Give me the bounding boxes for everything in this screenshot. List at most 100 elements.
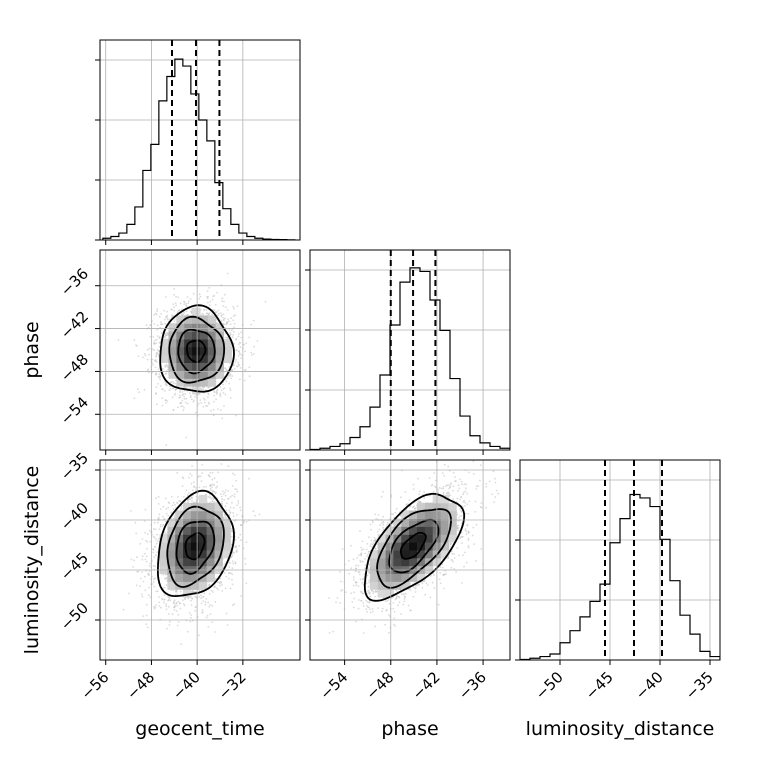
scatter-point xyxy=(157,382,159,385)
scatter-point xyxy=(153,556,156,558)
scatter-point xyxy=(156,308,159,310)
scatter-point xyxy=(229,495,232,498)
scatter-point xyxy=(158,375,161,378)
scatter-point xyxy=(158,596,160,598)
scatter-point xyxy=(195,489,197,492)
scatter-point xyxy=(233,495,236,498)
scatter-point xyxy=(163,390,166,392)
density-cell xyxy=(192,370,201,379)
scatter-point xyxy=(156,351,159,354)
scatter-point xyxy=(244,350,247,353)
scatter-point xyxy=(158,373,161,376)
scatter-point xyxy=(184,401,187,404)
scatter-point xyxy=(178,309,180,312)
scatter-point xyxy=(149,540,152,543)
scatter-point xyxy=(152,578,155,581)
scatter-point xyxy=(181,485,184,487)
scatter-point xyxy=(144,589,147,592)
scatter-point xyxy=(227,497,230,500)
scatter-point xyxy=(244,563,247,566)
scatter-point xyxy=(173,293,175,296)
scatter-point xyxy=(217,581,219,584)
scatter-point xyxy=(237,355,240,357)
scatter-point xyxy=(224,293,226,296)
scatter-point xyxy=(159,525,162,528)
density-cell xyxy=(184,323,193,332)
density-cell xyxy=(192,378,201,387)
scatter-point xyxy=(151,362,154,364)
scatter-point xyxy=(165,363,168,366)
scatter-point xyxy=(199,594,202,597)
scatter-point xyxy=(155,372,158,375)
scatter-point xyxy=(239,346,242,349)
scatter-point xyxy=(146,369,149,372)
scatter-point xyxy=(180,308,183,311)
scatter-point xyxy=(164,399,167,402)
scatter-point xyxy=(213,585,216,588)
density-cell xyxy=(160,338,169,348)
scatter-point xyxy=(244,557,246,560)
scatter-point xyxy=(201,611,204,613)
scatter-point xyxy=(226,309,229,311)
scatter-point xyxy=(236,490,239,493)
scatter-point xyxy=(239,378,241,381)
scatter-point xyxy=(223,300,225,303)
hist-phase-frame xyxy=(309,249,511,451)
scatter-point xyxy=(158,350,161,352)
scatter-point xyxy=(148,564,151,567)
scatter-point xyxy=(223,405,225,407)
scatter-point xyxy=(155,604,158,606)
scatter-point xyxy=(224,494,227,497)
scatter-point xyxy=(175,304,178,307)
scatter-point xyxy=(185,489,188,492)
scatter-point xyxy=(220,463,223,465)
scatter-point xyxy=(176,593,179,596)
scatter-point xyxy=(167,613,170,615)
scatter-point xyxy=(212,414,215,417)
scatter-point xyxy=(223,572,226,574)
scatter-point xyxy=(189,298,192,300)
scatter-point xyxy=(232,306,235,308)
scatter-point xyxy=(133,339,136,341)
scatter-point xyxy=(238,350,241,352)
hist-geocent_time-frame xyxy=(99,39,301,241)
scatter-point xyxy=(224,336,227,339)
scatter-point xyxy=(185,310,188,313)
scatter-point xyxy=(181,391,184,393)
scatter-point xyxy=(190,398,193,401)
scatter-point xyxy=(209,475,211,478)
scatter-point xyxy=(198,486,201,489)
density-cell xyxy=(168,338,177,348)
scatter-point xyxy=(189,392,191,395)
density-cell xyxy=(199,354,209,363)
scatter-point xyxy=(232,512,235,514)
scatter-point xyxy=(211,483,214,486)
scatter-point xyxy=(156,590,159,592)
scatter-point xyxy=(163,309,166,312)
scatter-point xyxy=(162,587,165,590)
scatter-point xyxy=(227,465,230,468)
scatter-point xyxy=(200,602,203,605)
scatter-point xyxy=(171,380,174,383)
scatter-point xyxy=(216,481,219,483)
scatter-point xyxy=(165,384,168,386)
scatter-point xyxy=(226,272,229,275)
scatter-point xyxy=(166,310,169,313)
scatter-point xyxy=(146,358,149,361)
scatter-point xyxy=(138,391,141,394)
scatter-point xyxy=(158,605,161,607)
density-cell xyxy=(199,378,209,387)
scatter-point xyxy=(155,386,158,389)
scatter-point xyxy=(236,514,238,516)
scatter-point xyxy=(176,624,179,627)
scatter-point xyxy=(222,383,224,386)
scatter-point xyxy=(227,318,229,320)
scatter-point xyxy=(127,592,130,595)
scatter-point xyxy=(134,521,137,524)
scatter-point xyxy=(183,407,185,409)
scatter-point xyxy=(153,585,156,588)
scatter-point xyxy=(164,366,167,368)
density-cell xyxy=(192,338,201,348)
scatter-point xyxy=(189,395,192,397)
